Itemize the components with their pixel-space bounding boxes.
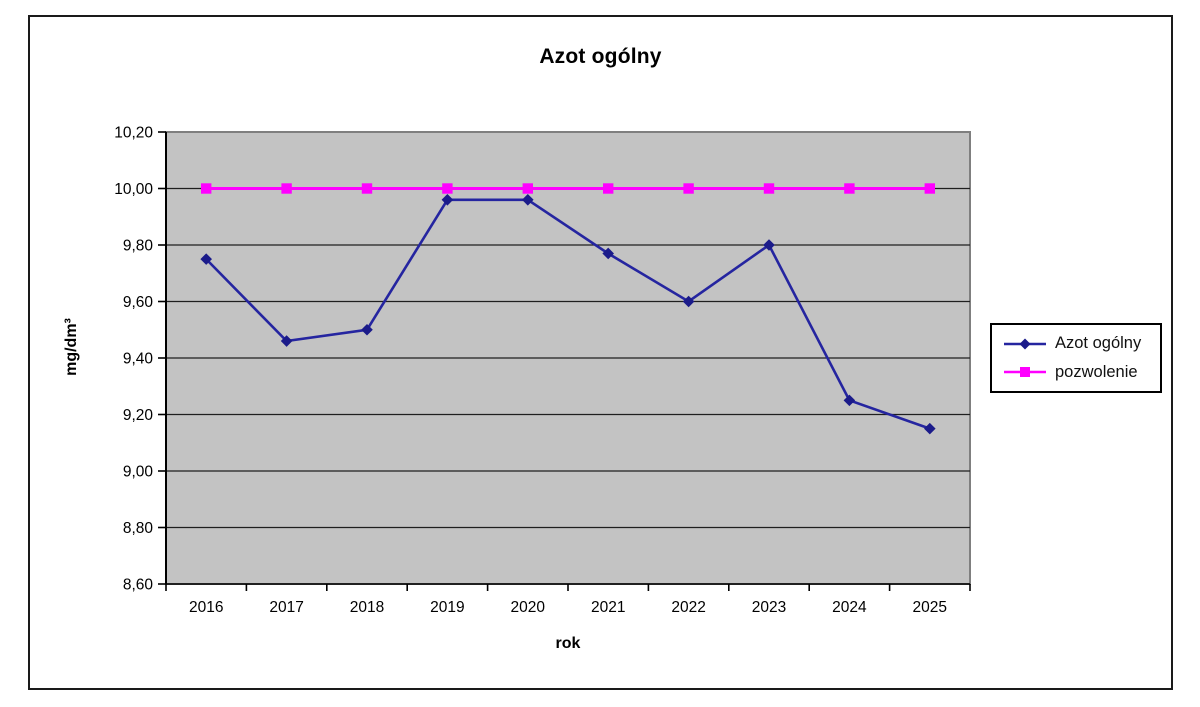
y-tick-label: 10,20	[114, 125, 153, 142]
data-point-s2-2023	[763, 183, 775, 194]
x-tick-label: 2017	[269, 599, 303, 616]
x-tick-label: 2025	[913, 599, 947, 616]
data-point-s1-2018	[361, 323, 373, 336]
legend-marker-sample	[1004, 367, 1046, 378]
legend-label: Azot ogólny	[1055, 334, 1142, 353]
data-point-s2-2018	[361, 183, 373, 194]
data-point-s1-2021	[602, 247, 614, 260]
y-tick-label: 9,40	[123, 351, 154, 368]
legend-box: Azot ogólny pozwolenie	[990, 323, 1162, 393]
x-tick-label: 2022	[671, 599, 705, 616]
y-tick-label: 8,80	[123, 520, 154, 537]
data-point-s1-2023	[763, 239, 775, 251]
data-point-s2-2019	[442, 183, 453, 194]
x-tick-label: 2019	[430, 599, 464, 616]
data-point-s1-2020	[522, 194, 534, 206]
legend-marker-sample	[1004, 338, 1046, 350]
data-point-s2-2016	[201, 183, 212, 194]
x-tick-label: 2023	[752, 599, 786, 616]
data-point-s1-2022	[682, 295, 695, 308]
x-tick-label: 2024	[832, 599, 867, 616]
data-point-s1-2016	[200, 253, 212, 265]
data-point-s2-2025	[924, 183, 935, 194]
x-tick-label: 2020	[511, 599, 546, 616]
y-tick-label: 9,20	[123, 407, 154, 424]
y-tick-label: 9,80	[123, 238, 154, 255]
chart-frame: Azot ogólny 10,20 10,00 9,80 9,60 9,40 9,20 9,…	[28, 15, 1173, 690]
y-tick-label: 8,60	[123, 577, 154, 594]
legend-entry: Azot ogólny	[1002, 334, 1160, 353]
data-point-s1-2025	[924, 422, 936, 435]
legend-label: pozwolenie	[1055, 362, 1138, 381]
x-tick-label: 2016	[189, 599, 223, 616]
data-point-s2-2017	[281, 183, 292, 194]
y-tick-label: 10,00	[114, 181, 153, 198]
data-point-s2-2024	[844, 183, 855, 194]
plot-area: 10,20 10,00 9,80 9,60 9,40 9,20 9,00 8,80 8,60 20…	[114, 125, 971, 616]
y-tick-label: 9,00	[123, 464, 154, 481]
y-axis-title: mg/dm³	[63, 318, 80, 376]
y-tick-label: 9,60	[123, 294, 154, 311]
series-line-1	[205, 198, 931, 430]
x-axis-title: rok	[555, 635, 581, 652]
data-point-s2-2021	[603, 183, 614, 194]
data-point-s2-2020	[522, 183, 533, 194]
chart-title: Azot ogólny	[539, 45, 662, 68]
data-point-s1-2019	[441, 194, 454, 206]
x-tick-label: 2021	[591, 599, 625, 616]
data-point-s2-2022	[683, 183, 694, 194]
legend-entry: pozwolenie	[1002, 363, 1160, 382]
data-point-s1-2024	[843, 394, 856, 407]
data-point-s1-2017	[280, 335, 293, 347]
x-tick-label: 2018	[350, 599, 384, 616]
